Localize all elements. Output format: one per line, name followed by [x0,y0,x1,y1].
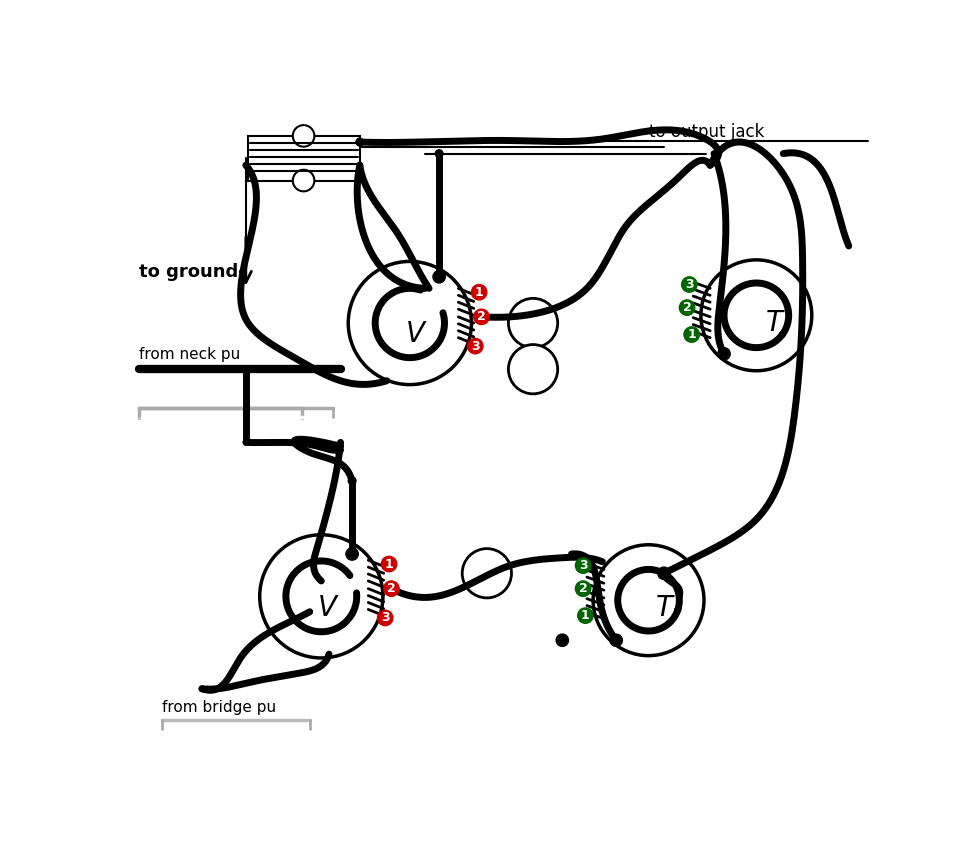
Text: 1: 1 [474,286,483,299]
Circle shape [509,344,558,394]
Text: from neck pu: from neck pu [139,347,240,362]
Text: 2: 2 [683,301,692,314]
Text: V: V [406,320,425,349]
Circle shape [578,608,593,623]
Circle shape [557,634,568,646]
Text: 2: 2 [477,311,486,324]
Circle shape [684,327,700,343]
Circle shape [435,150,443,157]
Text: 3: 3 [685,278,694,291]
Circle shape [381,557,397,571]
Circle shape [467,338,483,354]
Text: to output jack: to output jack [649,123,764,141]
Circle shape [682,277,697,293]
Text: 1: 1 [385,557,393,570]
Text: 3: 3 [381,611,389,625]
Text: to ground: to ground [139,263,238,280]
Bar [248,135,360,180]
Text: T: T [657,594,673,621]
Text: V: V [318,594,336,621]
Circle shape [575,557,591,573]
Circle shape [658,567,670,579]
Text: 2: 2 [387,583,396,595]
Circle shape [717,348,730,360]
Text: from bridge pu: from bridge pu [162,700,276,715]
Circle shape [463,549,512,598]
Circle shape [348,477,356,485]
Circle shape [384,581,399,596]
Circle shape [679,300,695,315]
Text: 1: 1 [687,328,696,341]
Circle shape [471,285,487,300]
Circle shape [356,138,364,146]
Circle shape [346,548,359,560]
Circle shape [611,634,622,646]
Circle shape [377,610,393,626]
Circle shape [293,125,315,147]
Circle shape [433,271,445,283]
Circle shape [509,299,558,348]
Text: T: T [765,309,783,337]
Circle shape [575,581,591,596]
Text: 2: 2 [579,583,587,595]
Text: 3: 3 [471,340,479,353]
Circle shape [293,170,315,192]
Circle shape [260,535,383,658]
Text: 3: 3 [579,559,587,572]
Circle shape [473,309,489,324]
Circle shape [348,261,471,385]
Circle shape [701,260,811,371]
Circle shape [593,545,704,656]
Text: 1: 1 [581,609,590,622]
